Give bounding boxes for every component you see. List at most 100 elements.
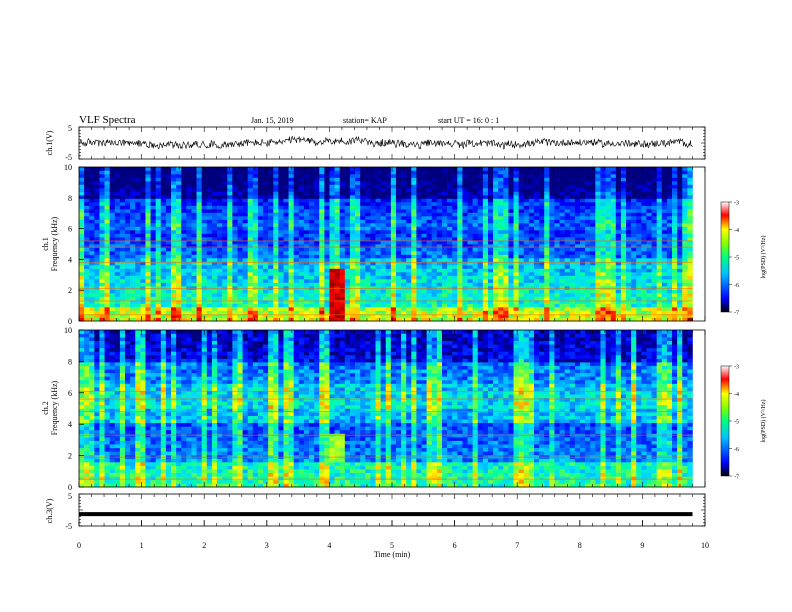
spectrogram-cell — [257, 310, 264, 315]
spectrogram-cell — [222, 181, 228, 185]
spectrogram-cell — [278, 212, 284, 217]
spectrogram-cell — [155, 293, 162, 297]
spectrogram-cell — [636, 251, 642, 255]
spectrogram-cell — [544, 212, 550, 217]
spectrogram-cell — [508, 174, 514, 178]
spectrogram-cell — [431, 202, 438, 206]
spectrogram-cell — [523, 289, 530, 294]
spectrogram-cell — [467, 275, 473, 280]
spectrogram-cell — [155, 282, 162, 287]
spectrogram-cell — [247, 219, 254, 224]
spectrogram-cell — [641, 286, 647, 290]
spectrogram-cell — [482, 195, 489, 199]
spectrogram-cell — [554, 202, 560, 206]
spectrogram-cell — [273, 181, 279, 185]
spectrogram-cell — [436, 167, 443, 171]
spectrogram-cell — [252, 191, 259, 196]
spectrogram-cell — [263, 240, 269, 245]
spectrogram-cell — [293, 314, 300, 318]
spectrogram-cell — [441, 289, 448, 294]
spectrogram-cell — [610, 296, 617, 301]
spectrogram-cell — [421, 314, 427, 318]
spectrogram-cell — [626, 265, 632, 269]
spectrogram-cell — [329, 300, 335, 304]
spectrogram-cell — [564, 310, 571, 315]
spectrogram-cell — [370, 209, 376, 213]
spectrogram-cell — [467, 268, 473, 273]
spectrogram-cell — [171, 167, 177, 171]
spectrogram-cell — [472, 307, 479, 311]
spectrogram-cell — [380, 230, 387, 234]
spectrogram-cell — [636, 219, 642, 224]
spectrogram-cell — [590, 184, 596, 189]
spectrogram-cell — [242, 216, 248, 220]
spectrogram-cell — [114, 279, 121, 283]
spectrogram-cell — [257, 177, 264, 182]
spectrogram-cell — [283, 195, 289, 199]
spectrogram-cell — [395, 296, 402, 301]
spectrogram-cell — [252, 244, 259, 248]
spectrogram-cell — [518, 191, 525, 196]
spectrogram-cell — [375, 293, 381, 297]
spectrogram-cell — [534, 233, 540, 238]
spectrogram-cell — [119, 247, 126, 252]
spectrogram-cell — [89, 251, 95, 255]
spectrogram-cell — [365, 198, 371, 203]
spectrogram-cell — [436, 289, 443, 294]
spectrogram-cell — [288, 240, 295, 245]
spectrogram-cell — [176, 223, 182, 227]
spectrogram-cell — [518, 184, 525, 189]
spectrogram-cell — [263, 212, 269, 217]
spectrogram-cell — [656, 286, 663, 290]
spectrogram-cell — [155, 174, 162, 178]
spectrogram-cell — [206, 226, 213, 231]
spectrogram-cell — [227, 247, 233, 252]
spectrogram-cell — [278, 205, 284, 210]
spectrogram-cell — [457, 202, 463, 206]
spectrogram-cell — [365, 212, 371, 217]
spectrogram-cell — [610, 282, 617, 287]
spectrogram-cell — [564, 240, 571, 245]
spectrogram-cell — [447, 209, 453, 213]
spectrogram-cell — [431, 223, 438, 227]
spectrogram-cell — [452, 268, 458, 273]
spectrogram-cell — [283, 205, 289, 210]
spectrogram-cell — [605, 209, 611, 213]
spectrogram-cell — [298, 275, 305, 280]
spectrogram-cell — [559, 261, 565, 266]
spectrogram-cell — [314, 286, 320, 290]
spectrogram-cell — [457, 212, 463, 217]
spectrogram-cell — [569, 181, 576, 185]
spectrogram-cell — [263, 181, 269, 185]
spectrogram-cell — [508, 202, 514, 206]
spectrogram-cell — [206, 293, 213, 297]
spectrogram-cell — [477, 219, 484, 224]
spectrogram-cell — [268, 261, 274, 266]
spectrogram-cell — [600, 237, 606, 241]
spectrogram-cell — [176, 282, 182, 287]
spectrogram-cell — [487, 286, 494, 290]
spectrogram-cell — [89, 293, 95, 297]
spectrogram-cell — [395, 251, 402, 255]
spectrogram-cell — [554, 286, 560, 290]
spectrogram-cell — [186, 244, 192, 248]
spectrogram-cell — [441, 230, 448, 234]
spectrogram-cell — [155, 216, 162, 220]
spectrogram-cell — [165, 244, 172, 248]
spectrogram-cell — [324, 251, 330, 255]
spectrogram-cell — [298, 251, 305, 255]
spectrogram-cell — [482, 170, 489, 175]
spectrogram-cell — [380, 300, 387, 304]
spectrogram-cell — [528, 272, 535, 276]
spectrogram-cell — [544, 268, 550, 273]
spectrogram-cell — [600, 184, 606, 189]
spectrogram-cell — [416, 184, 422, 189]
spectrogram-cell — [615, 198, 622, 203]
spectrogram-cell — [171, 275, 177, 280]
spectrogram-cell — [288, 310, 295, 315]
spectrogram-cell — [395, 191, 402, 196]
spectrogram-cell — [523, 170, 530, 175]
spectrogram-cell — [441, 317, 448, 322]
spectrogram-cell — [201, 300, 208, 304]
spectrogram-cell — [585, 286, 591, 290]
